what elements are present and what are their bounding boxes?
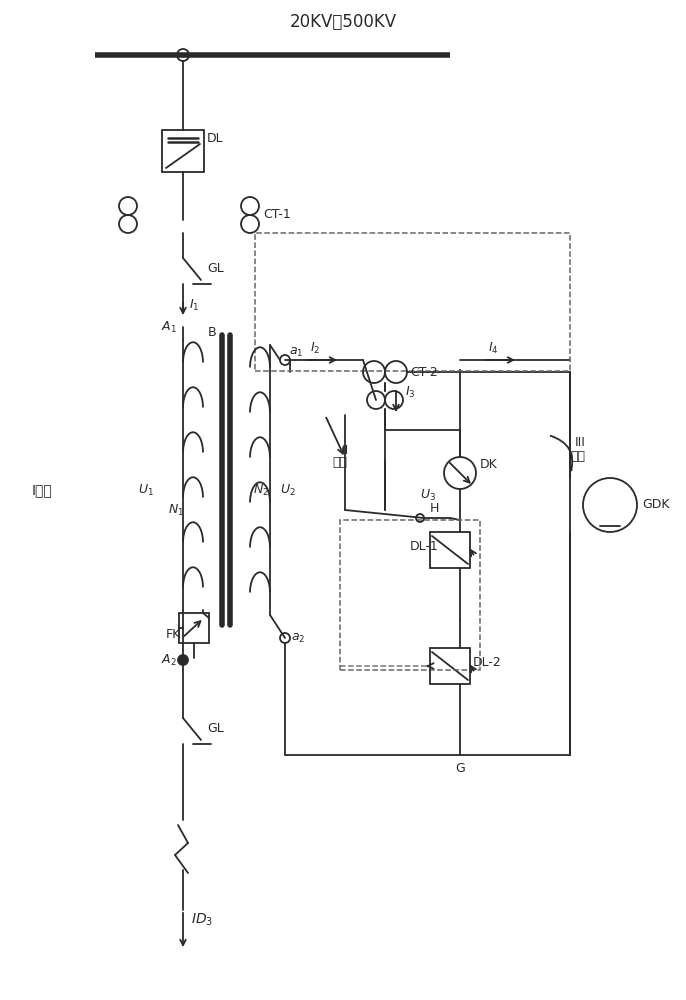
Text: CT-2: CT-2 (410, 365, 438, 378)
Text: $U_3$: $U_3$ (420, 487, 436, 503)
Text: $U_2$: $U_2$ (280, 482, 296, 498)
Bar (162, 130, 204, 172)
Text: I回路: I回路 (32, 483, 52, 497)
Text: B: B (208, 326, 217, 340)
Bar (340, 520, 480, 670)
Text: 回路: 回路 (333, 456, 348, 470)
Text: III: III (575, 436, 586, 448)
Circle shape (178, 655, 188, 665)
Bar (179, 613, 209, 643)
Text: $A_1$: $A_1$ (161, 319, 177, 335)
Text: GL: GL (207, 722, 224, 734)
FancyArrowPatch shape (551, 436, 572, 470)
Text: II: II (342, 444, 348, 456)
Text: 回路: 回路 (570, 450, 585, 462)
Text: $N_1$: $N_1$ (168, 502, 184, 518)
Text: $A_2$: $A_2$ (161, 652, 177, 668)
Text: H: H (430, 502, 439, 514)
Text: DL-2: DL-2 (473, 656, 501, 670)
Text: 20KV～500KV: 20KV～500KV (289, 13, 397, 31)
Text: $a_2$: $a_2$ (291, 631, 305, 645)
Text: DL-1: DL-1 (410, 540, 439, 554)
Text: $I_1$: $I_1$ (189, 297, 200, 313)
Bar (255, 233, 570, 371)
Text: $U_1$: $U_1$ (138, 482, 154, 498)
Text: DL: DL (207, 131, 224, 144)
Bar (430, 648, 470, 684)
Bar (430, 532, 470, 568)
Text: G: G (455, 762, 465, 776)
Text: GDK: GDK (642, 498, 670, 512)
Text: DK: DK (480, 458, 498, 472)
Text: FK: FK (166, 628, 181, 641)
Text: $I_2$: $I_2$ (310, 340, 320, 356)
Text: GL: GL (207, 261, 224, 274)
Text: CT-1: CT-1 (263, 209, 291, 222)
Text: $a_1$: $a_1$ (289, 345, 303, 359)
Text: $I_4$: $I_4$ (488, 340, 499, 356)
Text: $ID_3$: $ID_3$ (191, 912, 213, 928)
Text: $N_2$: $N_2$ (253, 482, 269, 498)
Text: $I_3$: $I_3$ (405, 384, 416, 400)
